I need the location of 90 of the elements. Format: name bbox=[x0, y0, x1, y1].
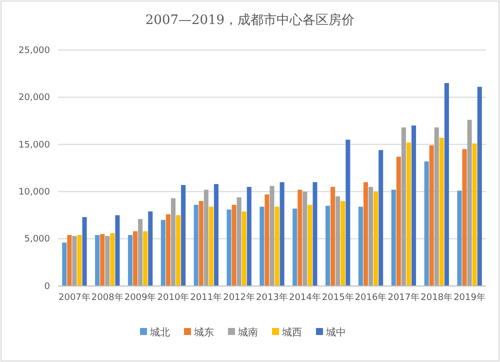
bar bbox=[302, 192, 308, 286]
bar bbox=[105, 236, 110, 286]
bar bbox=[336, 196, 340, 286]
x-tick-label: 2008年 bbox=[91, 292, 124, 303]
bar bbox=[67, 235, 72, 286]
y-tick-label: 10,000 bbox=[18, 187, 50, 198]
bar bbox=[166, 214, 170, 286]
bar bbox=[143, 231, 148, 286]
bar bbox=[411, 126, 416, 286]
x-tick-label: 2012年 bbox=[223, 292, 256, 303]
x-tick-label: 2019年 bbox=[454, 292, 486, 303]
bar bbox=[176, 215, 181, 286]
x-tick-label: 2014年 bbox=[288, 292, 321, 303]
bar bbox=[346, 140, 350, 286]
bar bbox=[358, 206, 363, 286]
legend-label: 城北 bbox=[149, 326, 170, 338]
bar bbox=[72, 236, 77, 286]
bar bbox=[242, 211, 246, 286]
bar bbox=[181, 184, 186, 286]
bar bbox=[62, 242, 67, 286]
legend-label: 城东 bbox=[193, 326, 214, 338]
bar bbox=[194, 204, 198, 286]
bar bbox=[128, 235, 133, 286]
bar bbox=[148, 211, 153, 286]
bar bbox=[312, 182, 318, 286]
bar bbox=[298, 190, 302, 286]
x-tick-label: 2016年 bbox=[354, 292, 387, 303]
bar bbox=[462, 149, 467, 286]
bar bbox=[95, 235, 100, 286]
bar bbox=[378, 150, 384, 286]
bar bbox=[477, 86, 482, 286]
bar bbox=[368, 186, 374, 286]
y-tick-label: 0 bbox=[44, 282, 50, 292]
bar bbox=[246, 186, 252, 286]
bar bbox=[326, 206, 330, 286]
bar bbox=[204, 190, 208, 286]
bar bbox=[115, 215, 120, 286]
bar bbox=[434, 127, 439, 286]
bar bbox=[274, 206, 280, 286]
bar bbox=[226, 210, 232, 286]
bar bbox=[308, 204, 312, 286]
legend-label: 城西 bbox=[281, 326, 302, 338]
bar bbox=[439, 138, 444, 286]
bar bbox=[133, 231, 138, 286]
bar bbox=[467, 120, 472, 286]
bar bbox=[401, 127, 406, 286]
bar bbox=[340, 201, 346, 286]
legend-label: 城中 bbox=[325, 326, 346, 338]
bar bbox=[82, 217, 87, 286]
bar bbox=[374, 192, 378, 286]
bar bbox=[264, 194, 270, 286]
bar bbox=[280, 182, 284, 286]
legend-label: 城南 bbox=[237, 326, 258, 338]
x-tick-label: 2011年 bbox=[190, 292, 222, 303]
bar bbox=[236, 197, 242, 286]
bar bbox=[198, 201, 204, 286]
bar bbox=[330, 186, 336, 286]
x-tick-label: 2015年 bbox=[322, 292, 354, 303]
bar bbox=[160, 220, 166, 286]
bar bbox=[208, 206, 214, 286]
bar bbox=[457, 190, 462, 286]
bar bbox=[232, 204, 236, 286]
bar bbox=[270, 186, 274, 286]
x-tick-label: 2013年 bbox=[256, 292, 288, 303]
bar bbox=[424, 161, 429, 286]
bar bbox=[292, 208, 298, 286]
bar bbox=[429, 145, 434, 286]
bar bbox=[170, 198, 176, 286]
bar bbox=[214, 184, 218, 286]
x-tick-label: 2018年 bbox=[420, 292, 453, 303]
bar bbox=[138, 218, 143, 286]
x-tick-label: 2009年 bbox=[124, 292, 156, 303]
bar bbox=[363, 182, 368, 286]
bar bbox=[391, 190, 396, 286]
bar bbox=[472, 143, 477, 286]
bar bbox=[77, 235, 82, 286]
bar bbox=[110, 233, 115, 286]
bar bbox=[406, 142, 411, 286]
x-tick-label: 2017年 bbox=[388, 292, 420, 303]
bar bbox=[396, 156, 401, 286]
y-tick-label: 25,000 bbox=[18, 46, 50, 56]
x-tick-label: 2010年 bbox=[157, 292, 190, 303]
chart-title: 2007—2019，成都市中心各区房价 bbox=[145, 12, 355, 28]
y-tick-label: 15,000 bbox=[18, 140, 50, 150]
y-tick-label: 20,000 bbox=[18, 93, 50, 104]
x-tick-label: 2007年 bbox=[58, 292, 90, 303]
bar bbox=[444, 83, 449, 286]
bar bbox=[100, 234, 105, 286]
y-tick-label: 5,000 bbox=[24, 234, 50, 245]
bar bbox=[260, 206, 264, 286]
